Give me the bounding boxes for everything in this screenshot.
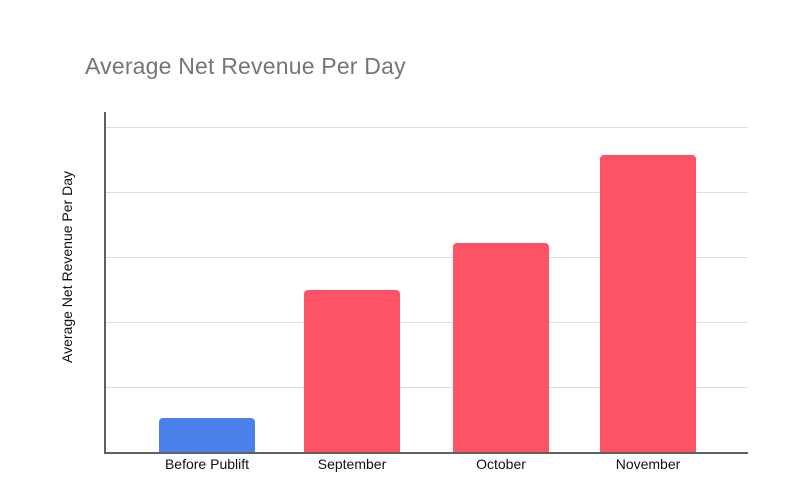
y-axis-label: Average Net Revenue Per Day [59,171,75,363]
chart-title: Average Net Revenue Per Day [85,53,406,79]
gridline [106,256,748,258]
bar-november [600,155,696,452]
bar-before-publift [159,418,255,452]
gridline [106,191,748,193]
bar-september [304,290,400,452]
x-tick-label-september: September [317,456,387,472]
x-axis-line [104,452,748,454]
x-tick-label-november: November [615,456,681,472]
x-tick-label-before-publift: Before Publift [164,456,250,472]
plot-area: Before Publift September October November [104,112,748,472]
gridline [106,386,748,388]
gridline [106,321,748,323]
x-tick-label-october: October [476,456,526,472]
gridline [106,126,748,128]
y-axis-line [104,112,106,454]
bar-october [453,243,549,452]
